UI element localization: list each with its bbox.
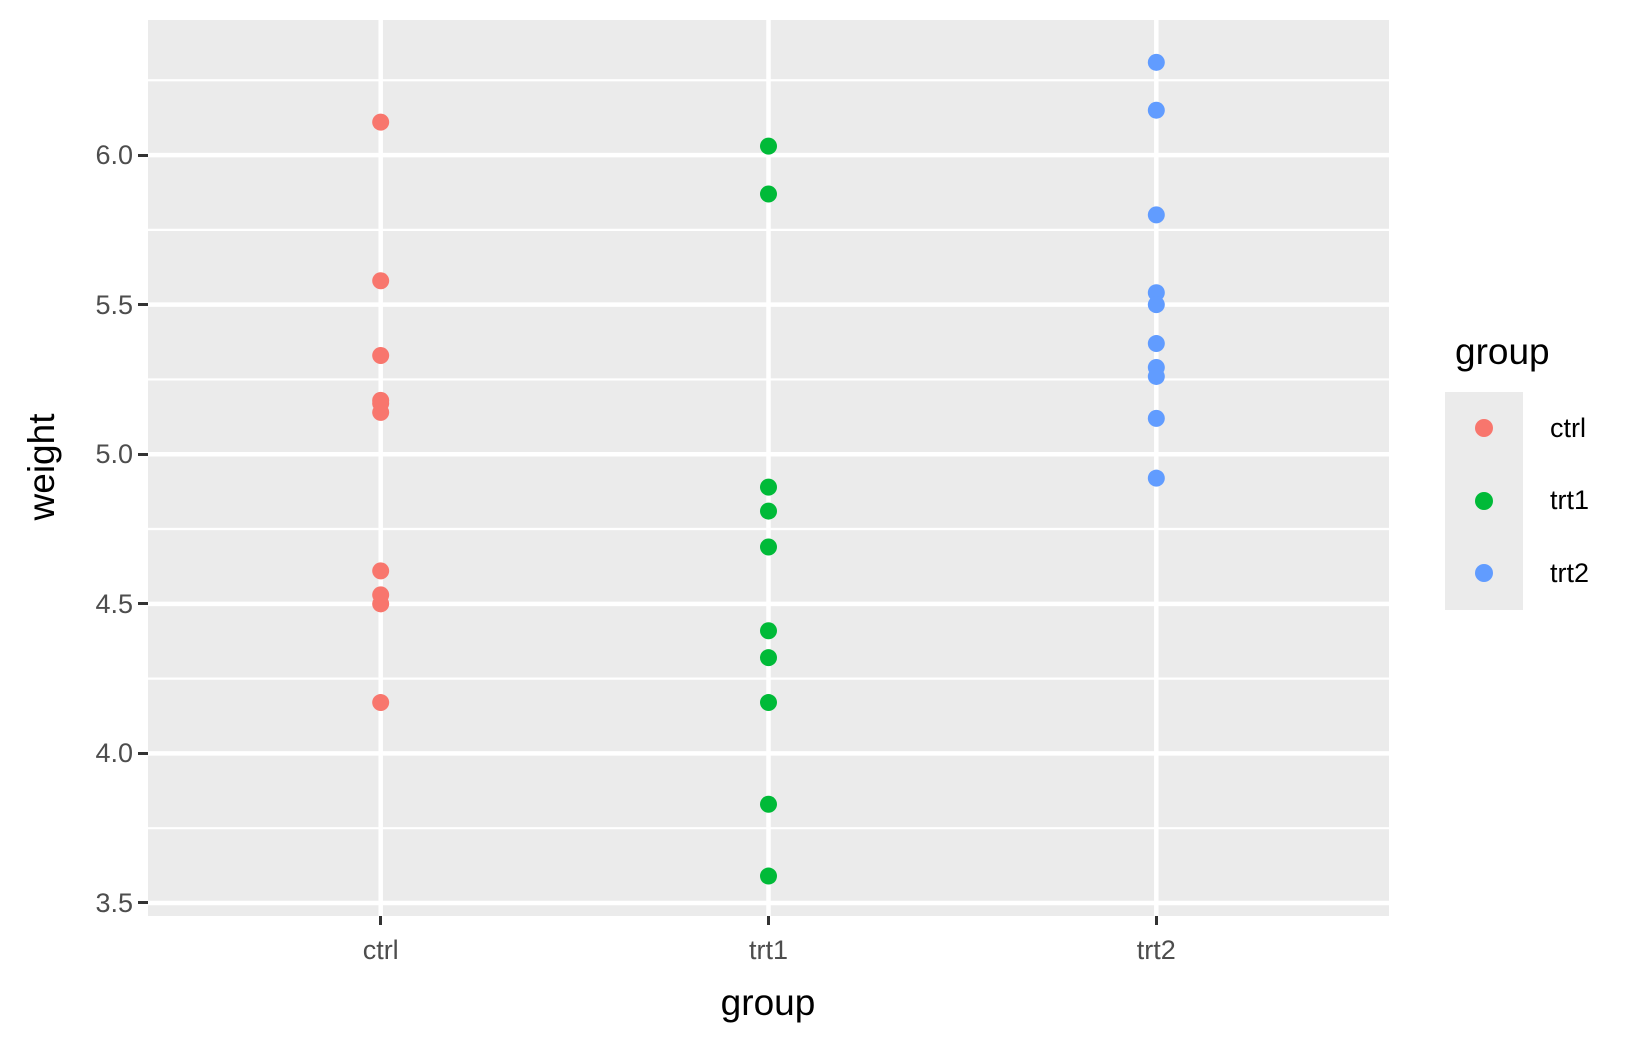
data-point-ctrl: [372, 272, 390, 290]
data-point-ctrl: [372, 586, 390, 604]
legend-items: ctrl trt1 trt2: [1445, 392, 1650, 610]
legend-dot-icon: [1475, 419, 1493, 438]
data-point-trt1: [760, 649, 777, 667]
data-point-trt2: [1147, 409, 1165, 427]
data-point-trt2: [1147, 296, 1165, 314]
legend-key: [1445, 392, 1523, 465]
data-point-ctrl: [372, 113, 390, 131]
data-point-ctrl: [372, 562, 390, 580]
y-tick-label: 4.5: [95, 588, 133, 619]
legend-item-ctrl: ctrl: [1445, 392, 1650, 465]
data-point-trt1: [760, 185, 777, 203]
data-point-trt2: [1147, 53, 1165, 71]
legend-dot-icon: [1475, 491, 1493, 510]
y-tick-mark: [138, 452, 148, 456]
data-point-trt1: [760, 478, 777, 496]
data-point-trt1: [760, 502, 777, 520]
data-point-ctrl: [372, 347, 390, 365]
legend-label: ctrl: [1550, 412, 1586, 443]
x-tick-mark: [1154, 916, 1158, 925]
y-tick-label: 5.0: [95, 439, 133, 470]
data-point-trt1: [760, 538, 777, 556]
legend-key: [1445, 537, 1523, 610]
legend-dot-icon: [1475, 564, 1493, 583]
data-point-trt2: [1147, 206, 1165, 224]
x-tick-mark: [379, 916, 383, 925]
x-tick-label-trt2: trt2: [1136, 935, 1176, 965]
data-point-trt1: [760, 137, 777, 155]
legend-item-trt1: trt1: [1445, 464, 1650, 537]
data-point-ctrl: [372, 694, 390, 712]
y-tick-label: 6.0: [95, 140, 133, 171]
data-point-trt1: [760, 694, 777, 712]
data-point-trt1: [760, 622, 777, 640]
x-axis-title: group: [720, 982, 816, 1023]
legend-label: trt1: [1550, 485, 1590, 516]
legend-item-trt2: trt2: [1445, 537, 1650, 610]
y-tick-mark: [138, 303, 148, 307]
data-point-trt2: [1147, 284, 1165, 302]
x-tick-mark: [767, 916, 770, 925]
legend-title: group: [1455, 331, 1550, 372]
data-point-trt2: [1147, 367, 1165, 385]
y-tick-mark: [138, 153, 148, 157]
y-tick-mark: [138, 901, 148, 905]
data-point-trt1: [760, 795, 777, 813]
legend-key: [1445, 464, 1523, 537]
y-tick-label: 3.5: [95, 887, 133, 918]
x-tick-label-ctrl: ctrl: [362, 935, 399, 965]
legend: group ctrl trt1 trt2: [1445, 330, 1650, 610]
data-point-ctrl: [372, 403, 390, 421]
plot-panel: [148, 20, 1389, 916]
x-tick-label-trt1: trt1: [748, 935, 788, 965]
y-tick-mark: [138, 751, 148, 755]
y-tick-mark: [138, 602, 148, 606]
y-tick-label: 4.0: [95, 738, 133, 769]
data-point-trt2: [1147, 469, 1165, 487]
y-tick-label: 5.5: [95, 289, 133, 320]
data-point-trt1: [760, 867, 777, 885]
legend-label: trt2: [1550, 557, 1590, 588]
data-point-trt2: [1147, 101, 1165, 119]
data-point-trt2: [1147, 335, 1165, 353]
y-axis-title: weight: [21, 413, 62, 521]
